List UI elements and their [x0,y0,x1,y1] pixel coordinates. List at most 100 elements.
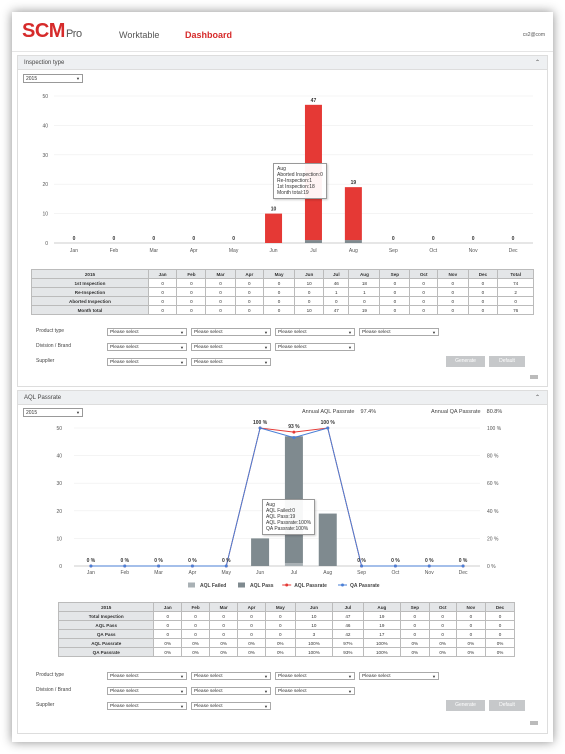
resize-handle-icon[interactable] [530,375,538,379]
column-header: Aug [362,602,401,612]
x-tick-label: Sep [389,248,398,254]
table-cell: 0% [237,647,266,657]
table-cell: 0 [455,611,487,621]
product-type-select[interactable]: Please select ▼ [359,672,439,680]
column-header: Apr [234,269,265,279]
table-cell: 0% [153,647,182,657]
nav-dashboard[interactable]: Dashboard [185,30,233,40]
table-header-row: 2015 Jan Feb Mar Apr May Jun Jul Aug Sep Oct Nov Dec [57,602,515,612]
year-select[interactable]: 2015 ▼ [23,74,83,83]
table-cell: 0 [409,296,439,306]
point-label: 0 % [391,558,400,564]
supplier-select[interactable]: Please select ▼ [107,358,187,366]
point-label: 0 % [459,558,468,564]
point-label: 0 % [188,558,197,564]
x-tick-label: Mar [154,570,163,576]
column-header: 2015 [31,269,149,279]
y2-tick-label: 80 % [487,454,499,460]
line-point [157,564,161,568]
product-type-label: Product type [36,672,65,678]
row-label: Re-Inspection [31,287,149,297]
default-button[interactable]: Default [489,700,525,711]
table-cell: 0 [485,620,515,630]
chart-tooltip: Aug AQL Failed:0 AQL Pass:19 AQL Passrat… [262,499,316,535]
division-brand-select[interactable]: Please select ▼ [275,687,355,695]
division-brand-select[interactable]: Please select ▼ [191,343,271,351]
point-label: 0 % [222,558,231,564]
inspection-data-table: 2015 Jan Feb Mar Apr May Jun Jul Aug Sep Oct Nov Dec… [31,269,534,315]
x-tick-label: Apr [190,248,198,254]
table-cell: 0 [437,278,469,288]
x-tick-label: Nov [425,570,434,576]
collapse-icon[interactable]: ⌃ [534,60,540,66]
resize-handle-icon[interactable] [530,721,538,725]
row-label: Month total [31,305,149,315]
tooltip-line: Aug [266,502,275,508]
annual-aql-passrate: Annual AQL Passrate 97.4% [302,409,376,415]
product-type-select[interactable]: Please select ▼ [359,328,439,336]
line-qa-passrate [90,427,464,567]
table-cell: 10 [294,278,325,288]
table-cell: 2 [497,287,534,297]
product-type-select[interactable]: Please select ▼ [275,328,355,336]
table-cell: 0 [379,278,411,288]
year-select[interactable]: 2015 ▼ [23,408,83,417]
x-tick-label: Jan [70,248,78,254]
tooltip-line: QA Passrate:100% [266,526,309,532]
division-brand-select[interactable]: Please select ▼ [275,343,355,351]
x-tick-label: Feb [120,570,129,576]
point-label: 0 % [120,558,129,564]
table-cell: 46 [323,278,350,288]
nav-worktable[interactable]: Worktable [119,30,160,40]
column-header: Mar [205,269,236,279]
collapse-icon[interactable]: ⌃ [534,395,540,401]
table-cell: 74 [497,278,534,288]
supplier-select[interactable]: Please select ▼ [191,702,271,710]
bar-total-label: 0 [112,236,115,242]
table-cell: 0 [153,620,182,630]
product-type-select[interactable]: Please select ▼ [107,672,187,680]
inspection-type-panel: Inspection type ⌃ 2015 ▼ 0 10 20 30 40 50 Jan 0 F… [17,55,548,387]
point-label: 0 % [154,558,163,564]
x-tick-label: Oct [392,570,400,576]
supplier-select[interactable]: Please select ▼ [107,702,187,710]
user-email[interactable]: cs2@com [522,32,545,38]
table-cell: 0 [147,278,178,288]
default-button[interactable]: Default [489,356,525,367]
supplier-select[interactable]: Please select ▼ [191,358,271,366]
table-cell: 1 [348,287,381,297]
app-logo[interactable]: SCMPro [22,20,82,42]
division-brand-select[interactable]: Please select ▼ [191,687,271,695]
product-type-select[interactable]: Please select ▼ [191,328,271,336]
product-type-select[interactable]: Please select ▼ [275,672,355,680]
y-tick-label: 50 [56,426,62,432]
table-cell: 0% [455,638,487,648]
column-header: Jul [323,269,350,279]
generate-button[interactable]: Generate [446,700,485,711]
x-tick-label: Aug [323,570,332,576]
bar-1st-inspection [265,213,283,243]
product-type-select[interactable]: Please select ▼ [191,672,271,680]
table-cell: 0 [180,611,211,621]
table-cell: 18 [348,278,381,288]
division-brand-select[interactable]: Please select ▼ [107,343,187,351]
table-cell: 0 [176,278,207,288]
tooltip-line: 1st Inspection:18 [277,184,315,190]
table-row: 1st Inspection 0 0 0 0 0 10 46 18 0 0 0 0 74 [31,278,534,288]
table-cell: 0% [209,647,239,657]
product-type-select[interactable]: Please select ▼ [107,328,187,336]
table-cell: 0 [263,305,296,315]
bar-total-label: 0 [232,236,235,242]
bar-aql-failed [284,563,303,566]
annual-aql-label: Annual AQL Passrate [302,409,355,415]
table-cell: 0 [147,305,178,315]
division-brand-label: Division / Brand [36,343,72,349]
generate-button[interactable]: Generate [446,356,485,367]
table-cell: 0 [485,629,515,639]
column-header: Oct [409,269,439,279]
supplier-label: Supplier [36,702,55,708]
row-label: Total Inspection [57,611,155,621]
table-cell: 0 [399,611,430,621]
table-cell: 19 [362,620,401,630]
division-brand-select[interactable]: Please select ▼ [107,687,187,695]
